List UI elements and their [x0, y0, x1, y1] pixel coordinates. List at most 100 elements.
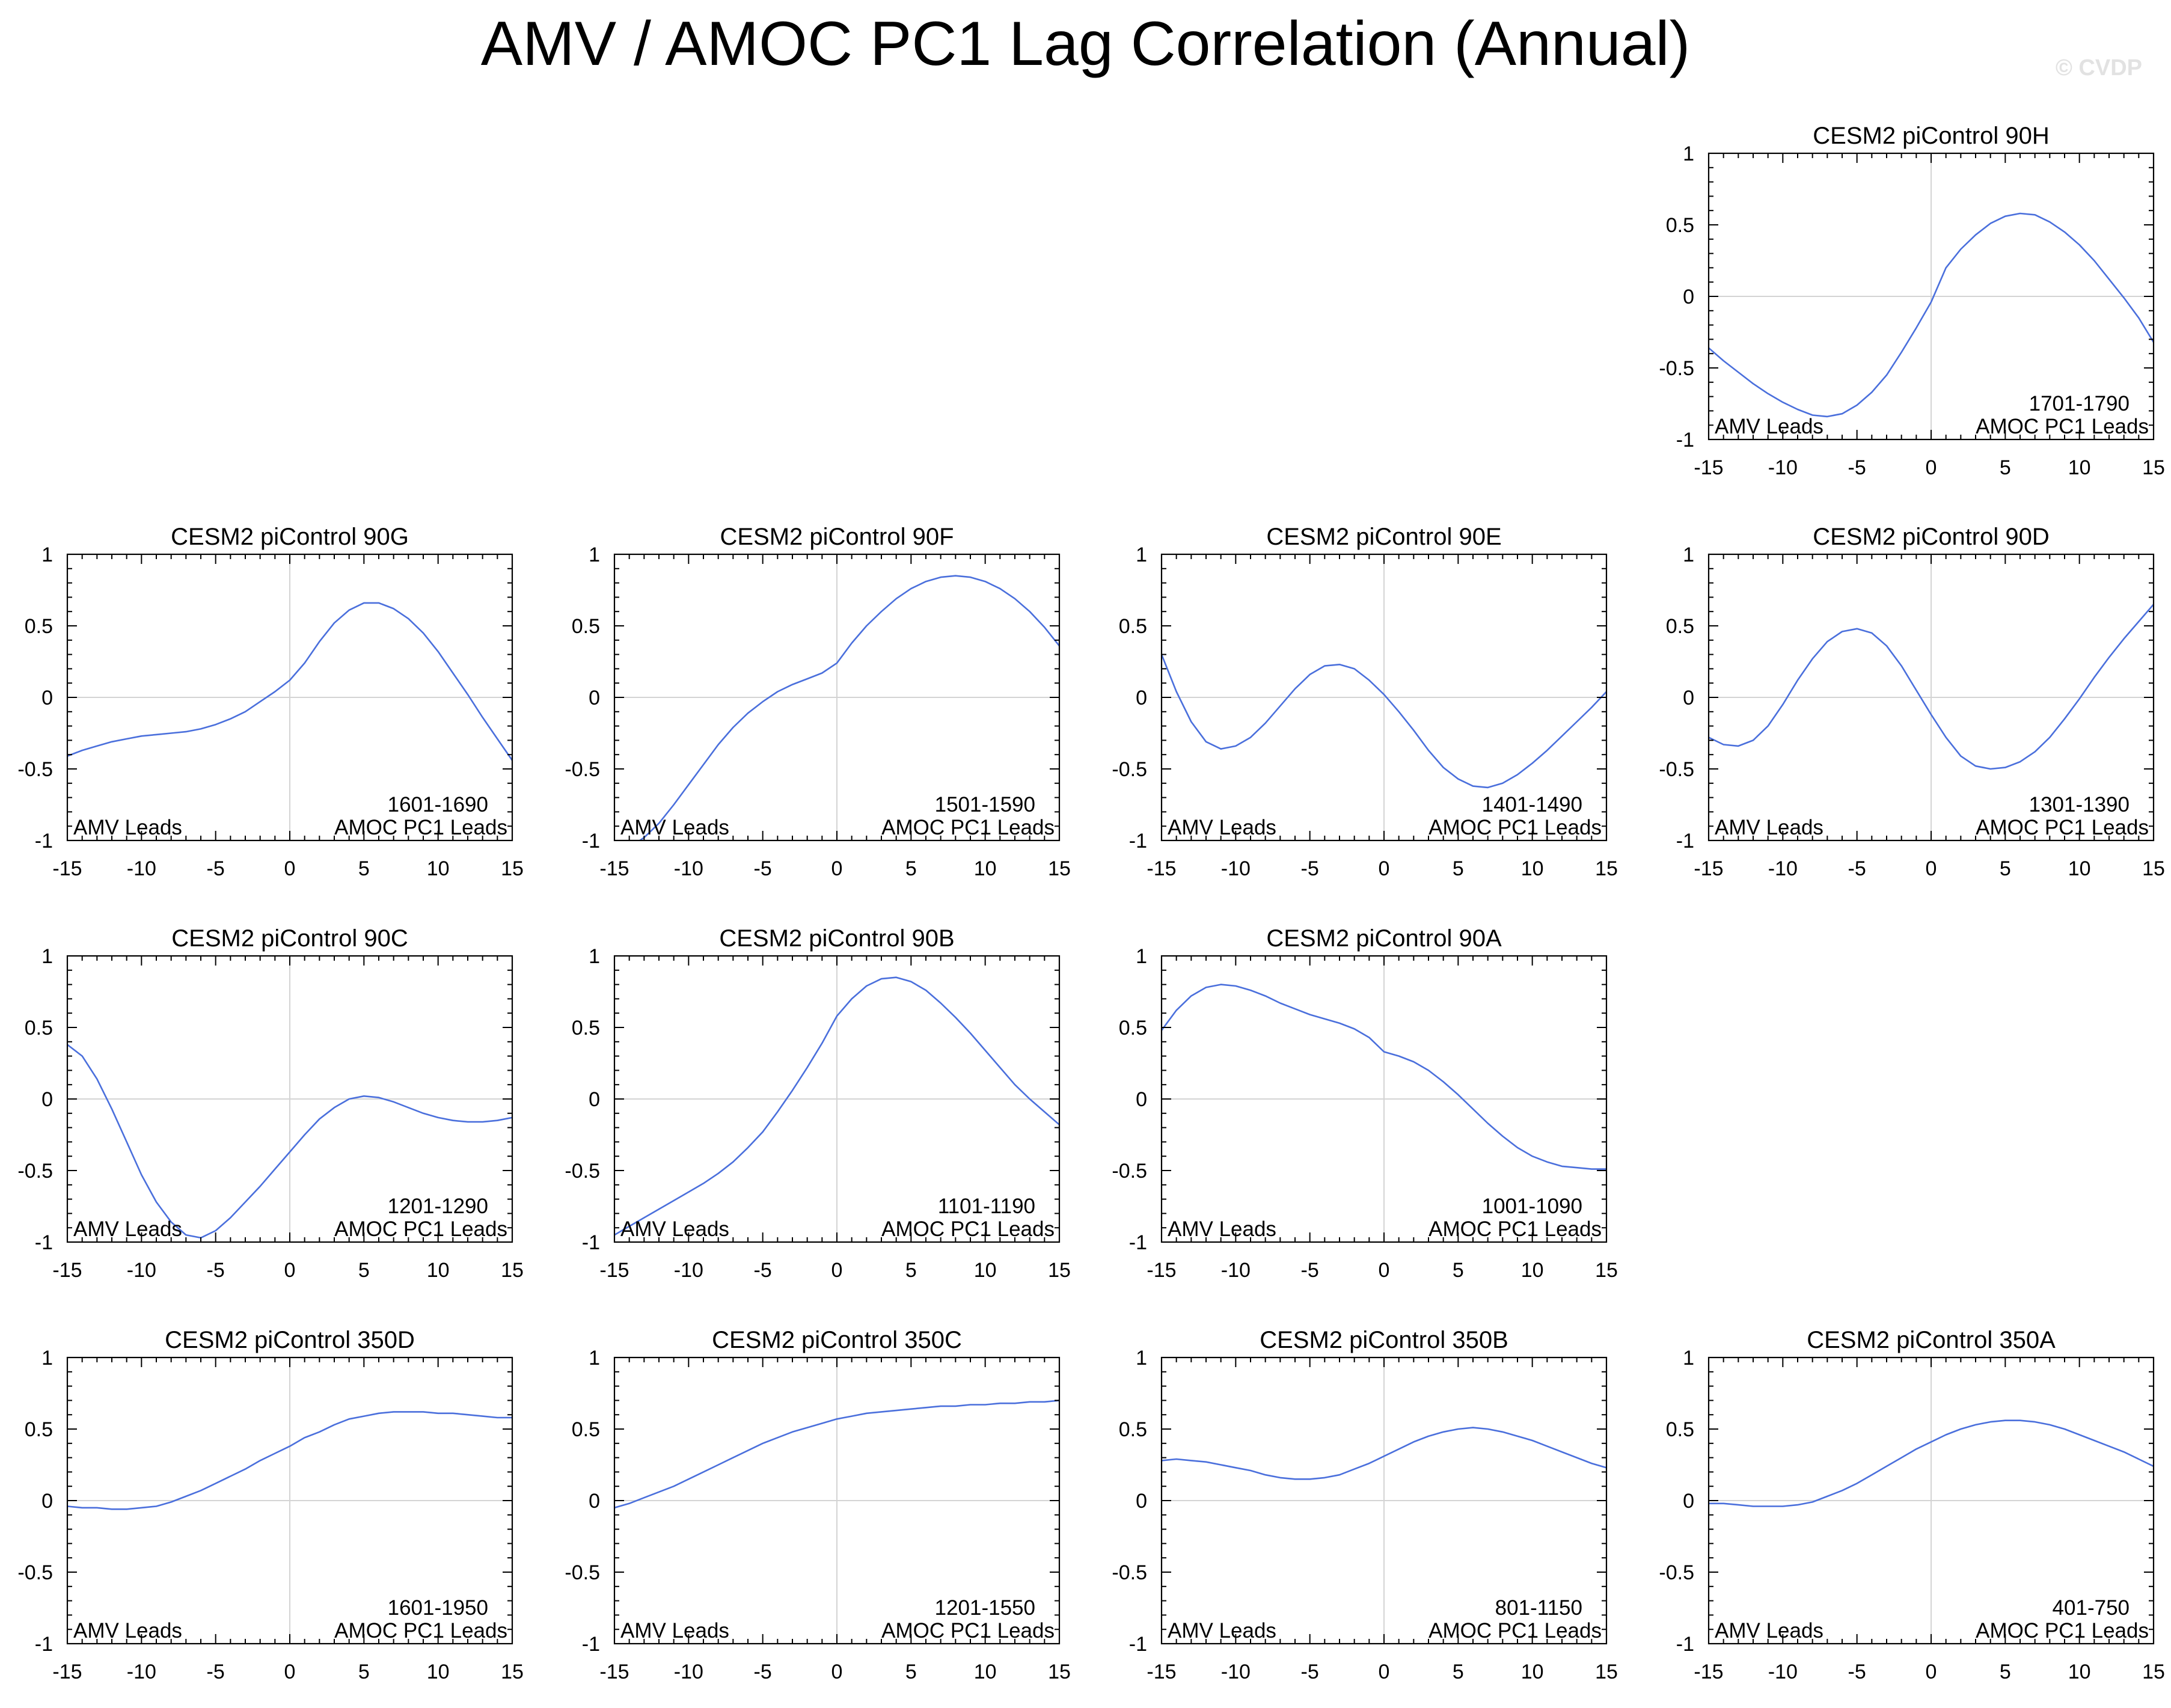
panel-title: CESM2 piControl 90E [1266, 524, 1501, 550]
series-line [638, 575, 1059, 840]
amv-leads-label: AMV Leads [620, 1619, 729, 1642]
chart-panel: -15 -10 -5 0 5 10 15 1 0.5 0 -0.5 -1 CESM2 piControl… [565, 1327, 1071, 1683]
panel-title: CESM2 piControl 350C [712, 1327, 962, 1353]
amv-leads-label: AMV Leads [620, 816, 729, 839]
chart-panel: -15 -10 -5 0 5 10 15 1 0.5 0 -0.5 -1 CESM2 piControl… [17, 1327, 524, 1683]
x-tick-label: 15 [501, 1259, 524, 1282]
period-label: 1701-1790 [2029, 392, 2130, 415]
amoc-leads-label: AMOC PC1 Leads [334, 1217, 507, 1241]
x-tick-label: 10 [974, 1661, 997, 1683]
x-tick-label: -10 [127, 857, 156, 880]
panel-title: CESM2 piControl 350B [1260, 1327, 1508, 1353]
y-tick-label: -0.5 [17, 1160, 53, 1183]
chart-panel: -15 -10 -5 0 5 10 15 1 0.5 0 -0.5 -1 CESM2 piControl… [17, 524, 524, 880]
x-tick-label: 10 [1521, 1661, 1544, 1683]
series-line [614, 976, 1059, 1236]
series-line [67, 602, 512, 761]
panel-title: CESM2 piControl 90C [171, 925, 408, 952]
amv-leads-label: AMV Leads [1168, 1217, 1276, 1241]
chart-panel: -15 -10 -5 0 5 10 15 1 0.5 0 -0.5 -1 CESM2 piControl… [1112, 524, 1618, 880]
x-tick-label: 0 [1379, 1661, 1390, 1683]
amv-leads-label: AMV Leads [73, 1217, 182, 1241]
y-tick-label: 0 [1136, 1490, 1147, 1513]
x-tick-label: 5 [358, 1661, 370, 1683]
y-tick-label: -0.5 [17, 1561, 53, 1584]
x-tick-label: 0 [831, 857, 843, 880]
x-tick-label: 0 [1926, 857, 1937, 880]
y-tick-label: 1 [1683, 142, 1694, 165]
x-tick-label: 10 [1521, 857, 1544, 880]
x-tick-label: -10 [127, 1259, 156, 1282]
y-tick-label: 0 [41, 1088, 53, 1111]
x-tick-label: -10 [1768, 857, 1798, 880]
x-tick-label: 10 [974, 857, 997, 880]
y-tick-label: 1 [1683, 543, 1694, 566]
y-tick-label: 0.5 [572, 1418, 600, 1441]
x-tick-label: -15 [1694, 1661, 1723, 1683]
period-label: 1201-1290 [388, 1195, 488, 1218]
chart-panel: -15 -10 -5 0 5 10 15 1 0.5 0 -0.5 -1 CESM2 piControl… [1112, 1327, 1618, 1683]
x-tick-label: 0 [284, 1259, 296, 1282]
x-tick-label: 5 [905, 1259, 917, 1282]
series-line [1709, 1419, 2154, 1507]
panel-title: CESM2 piControl 90F [720, 524, 954, 550]
x-tick-label: 5 [905, 857, 917, 880]
x-tick-label: -15 [599, 1259, 629, 1282]
y-tick-label: 1 [41, 1347, 53, 1370]
x-tick-label: -15 [52, 857, 82, 880]
y-tick-label: -1 [35, 1633, 53, 1656]
series-line [67, 1044, 512, 1239]
y-tick-label: 0.5 [572, 1017, 600, 1039]
period-label: 1601-1950 [388, 1596, 488, 1620]
y-tick-label: -0.5 [1659, 1561, 1694, 1584]
y-tick-label: -1 [1676, 429, 1694, 451]
y-tick-label: 0.5 [25, 1017, 53, 1039]
panel-title: CESM2 piControl 90B [719, 925, 954, 952]
x-tick-label: -5 [1301, 1259, 1319, 1282]
y-tick-label: -1 [1129, 1231, 1147, 1254]
x-tick-label: -15 [1694, 857, 1723, 880]
x-tick-label: -5 [1301, 857, 1319, 880]
series-line [1709, 212, 2154, 418]
amv-leads-label: AMV Leads [73, 816, 182, 839]
y-tick-label: -0.5 [1112, 1561, 1147, 1584]
y-tick-label: 0.5 [572, 615, 600, 638]
panel-title: CESM2 piControl 90A [1266, 925, 1502, 952]
y-tick-label: 0.5 [1666, 1418, 1694, 1441]
y-tick-label: 1 [589, 945, 600, 968]
y-tick-label: -1 [582, 1633, 600, 1656]
x-tick-label: 15 [2142, 1661, 2165, 1683]
y-tick-label: 1 [589, 1347, 600, 1370]
y-tick-label: -0.5 [565, 758, 600, 781]
amoc-leads-label: AMOC PC1 Leads [881, 1619, 1055, 1642]
y-tick-label: 0 [1683, 687, 1694, 709]
series-line [1162, 984, 1606, 1170]
x-tick-label: -10 [1221, 857, 1251, 880]
x-tick-label: -5 [1848, 456, 1866, 479]
panel-title: CESM2 piControl 90G [171, 524, 409, 550]
x-tick-label: -5 [754, 857, 772, 880]
x-tick-label: 15 [2142, 857, 2165, 880]
x-tick-label: 15 [1595, 857, 1618, 880]
x-tick-label: 0 [1379, 1259, 1390, 1282]
x-tick-label: 15 [1595, 1259, 1618, 1282]
period-label: 1301-1390 [2029, 793, 2130, 816]
amoc-leads-label: AMOC PC1 Leads [1976, 1619, 2149, 1642]
x-tick-label: 10 [2068, 857, 2091, 880]
x-tick-label: 10 [427, 1259, 450, 1282]
x-tick-label: -5 [207, 1259, 225, 1282]
y-tick-label: -1 [582, 1231, 600, 1254]
y-tick-label: -1 [1676, 830, 1694, 852]
x-tick-label: 5 [358, 1259, 370, 1282]
series-line [1162, 1427, 1606, 1480]
amoc-leads-label: AMOC PC1 Leads [334, 816, 507, 839]
x-tick-label: -10 [127, 1661, 156, 1683]
y-tick-label: -1 [1129, 1633, 1147, 1656]
x-tick-label: -10 [1768, 456, 1798, 479]
x-tick-label: -5 [1848, 1661, 1866, 1683]
x-tick-label: 0 [1379, 857, 1390, 880]
y-tick-label: 0 [41, 1490, 53, 1513]
x-tick-label: 0 [284, 857, 296, 880]
x-tick-label: 5 [1453, 857, 1464, 880]
x-tick-label: -15 [1147, 857, 1176, 880]
